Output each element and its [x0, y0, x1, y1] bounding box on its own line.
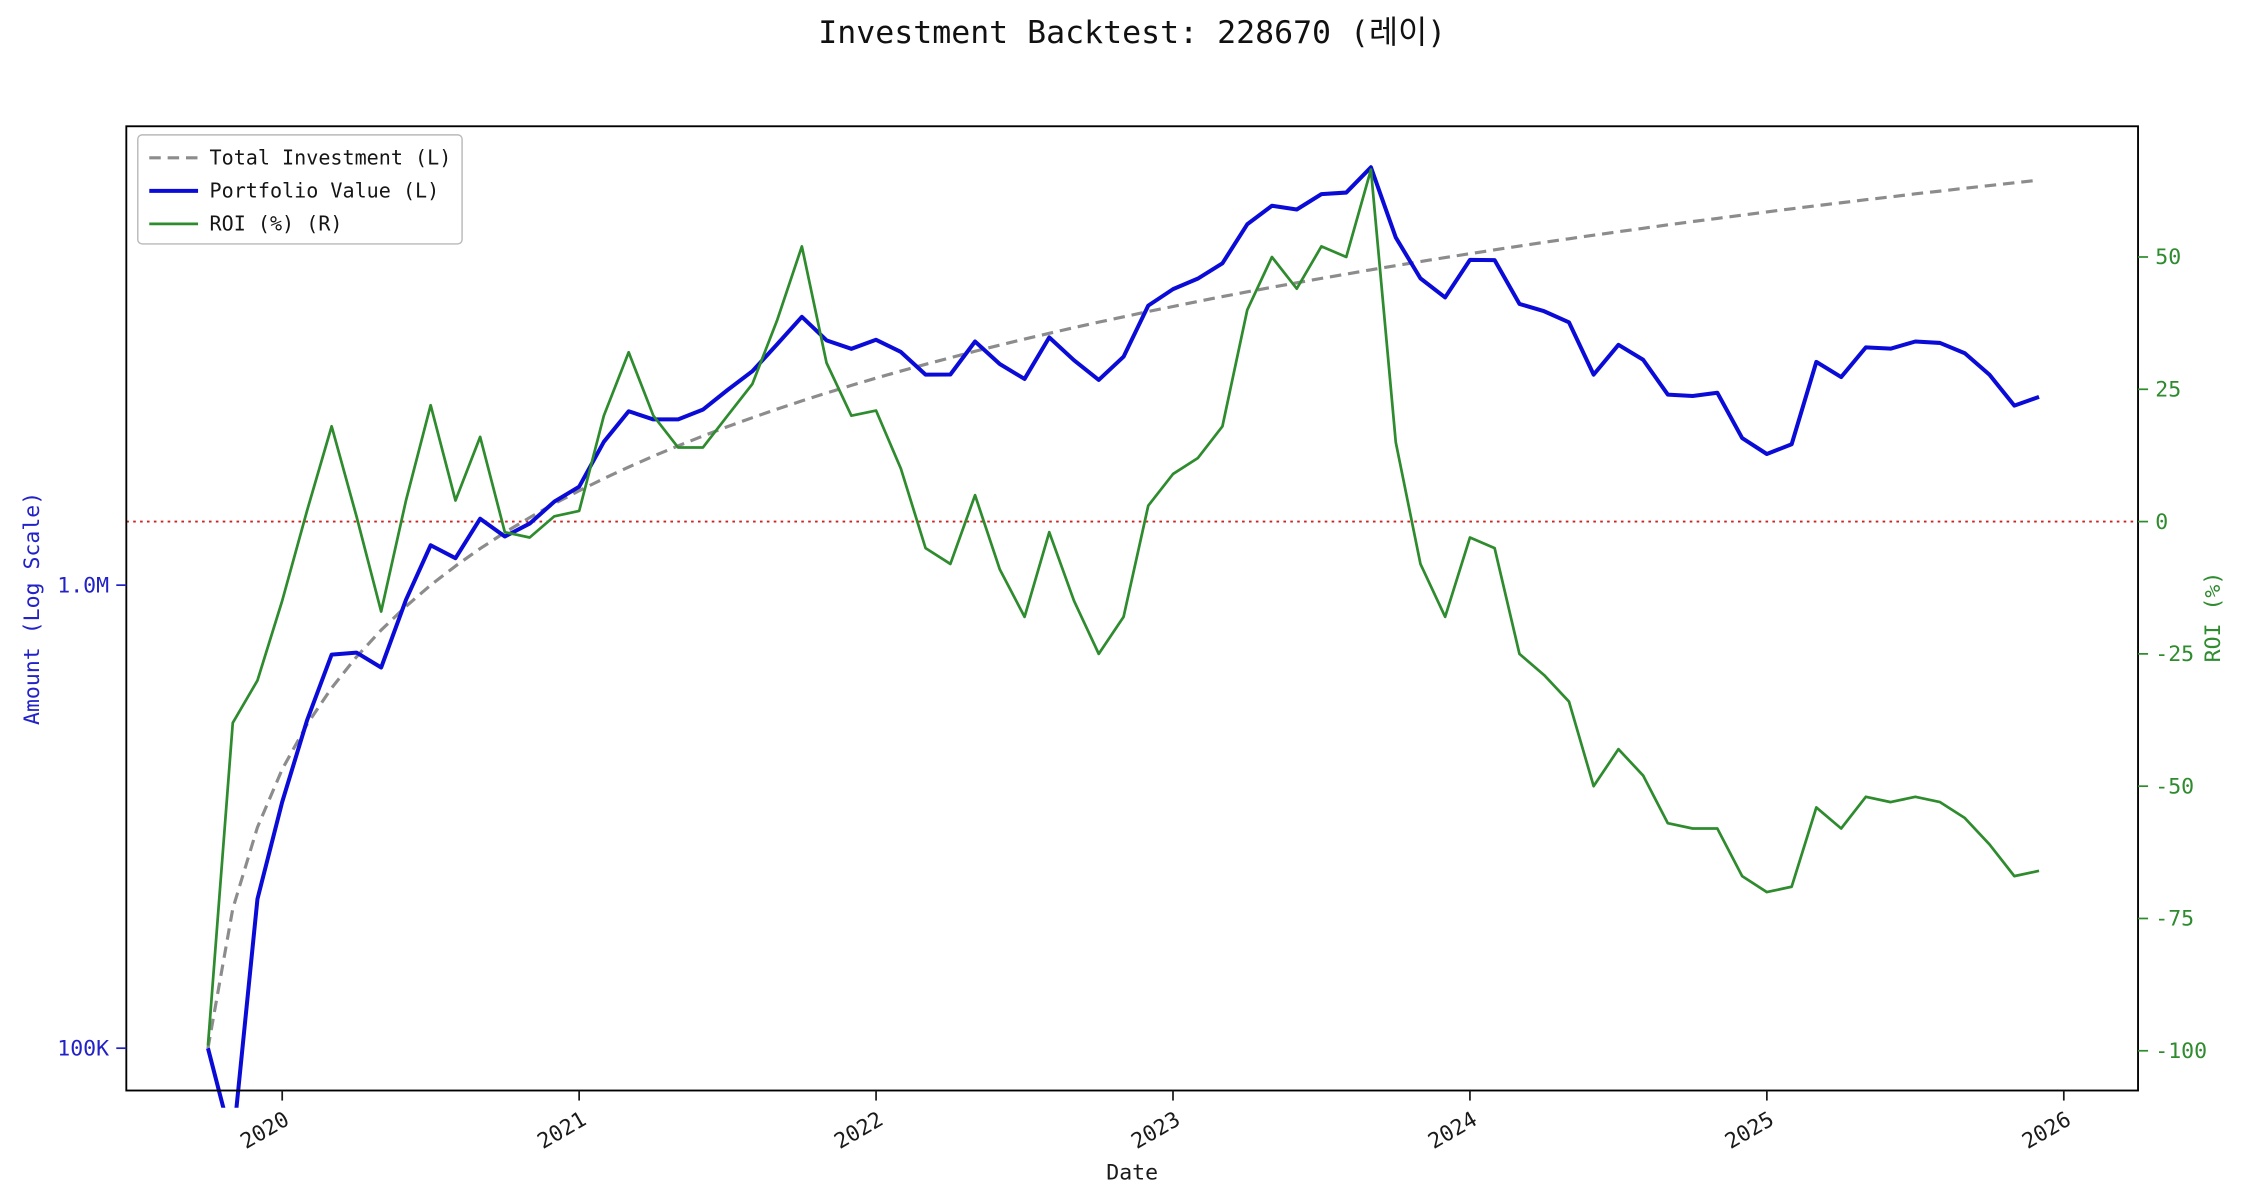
ticks-layer: 2020 2021 2022 2023 2024 2025 2026 100K 1.0M -100…: [57, 245, 2207, 1154]
x-tick-label: 2026: [2018, 1107, 2075, 1155]
y-right-tick-label: -75: [2155, 907, 2194, 932]
legend-box: [137, 134, 463, 245]
plot-border: [125, 125, 2139, 1092]
y-right-tick-label: 50: [2155, 245, 2181, 270]
legend-label-roi: ROI (%) (R): [210, 211, 343, 235]
roi-line: [206, 168, 2040, 1046]
y-right-tick-label: -50: [2155, 774, 2194, 799]
chart-title: Investment Backtest: 228670 (레이): [818, 15, 1446, 51]
legend: Total Investment (L) Portfolio Value (L)…: [137, 134, 463, 245]
y-left-tick-label: 1.0M: [57, 573, 109, 598]
x-tick-label: 2021: [533, 1107, 590, 1155]
y-left-tick-label: 100K: [57, 1036, 109, 1061]
x-tick-label: 2022: [830, 1107, 887, 1155]
portfolio-value-line: [206, 165, 2040, 1108]
y-right-tick-label: 0: [2155, 510, 2168, 535]
y-right-tick-label: 25: [2155, 377, 2181, 402]
legend-label-total-investment: Total Investment (L): [210, 145, 452, 169]
y-right-tick-label: -100: [2155, 1039, 2207, 1064]
x-tick-label: 2024: [1424, 1107, 1481, 1155]
x-axis-label: Date: [1106, 1160, 1158, 1185]
legend-label-portfolio-value: Portfolio Value (L): [210, 178, 440, 202]
total-investment-line: [206, 178, 2040, 1049]
y-axis-right-label: ROI (%): [2201, 572, 2226, 663]
x-tick-label: 2020: [236, 1107, 293, 1155]
series-layer: [126, 165, 2139, 1108]
y-right-tick-label: -25: [2155, 642, 2194, 667]
y-axis-left-label: Amount (Log Scale): [20, 492, 45, 725]
x-tick-label: 2023: [1127, 1107, 1184, 1155]
x-tick-label: 2025: [1721, 1107, 1778, 1155]
